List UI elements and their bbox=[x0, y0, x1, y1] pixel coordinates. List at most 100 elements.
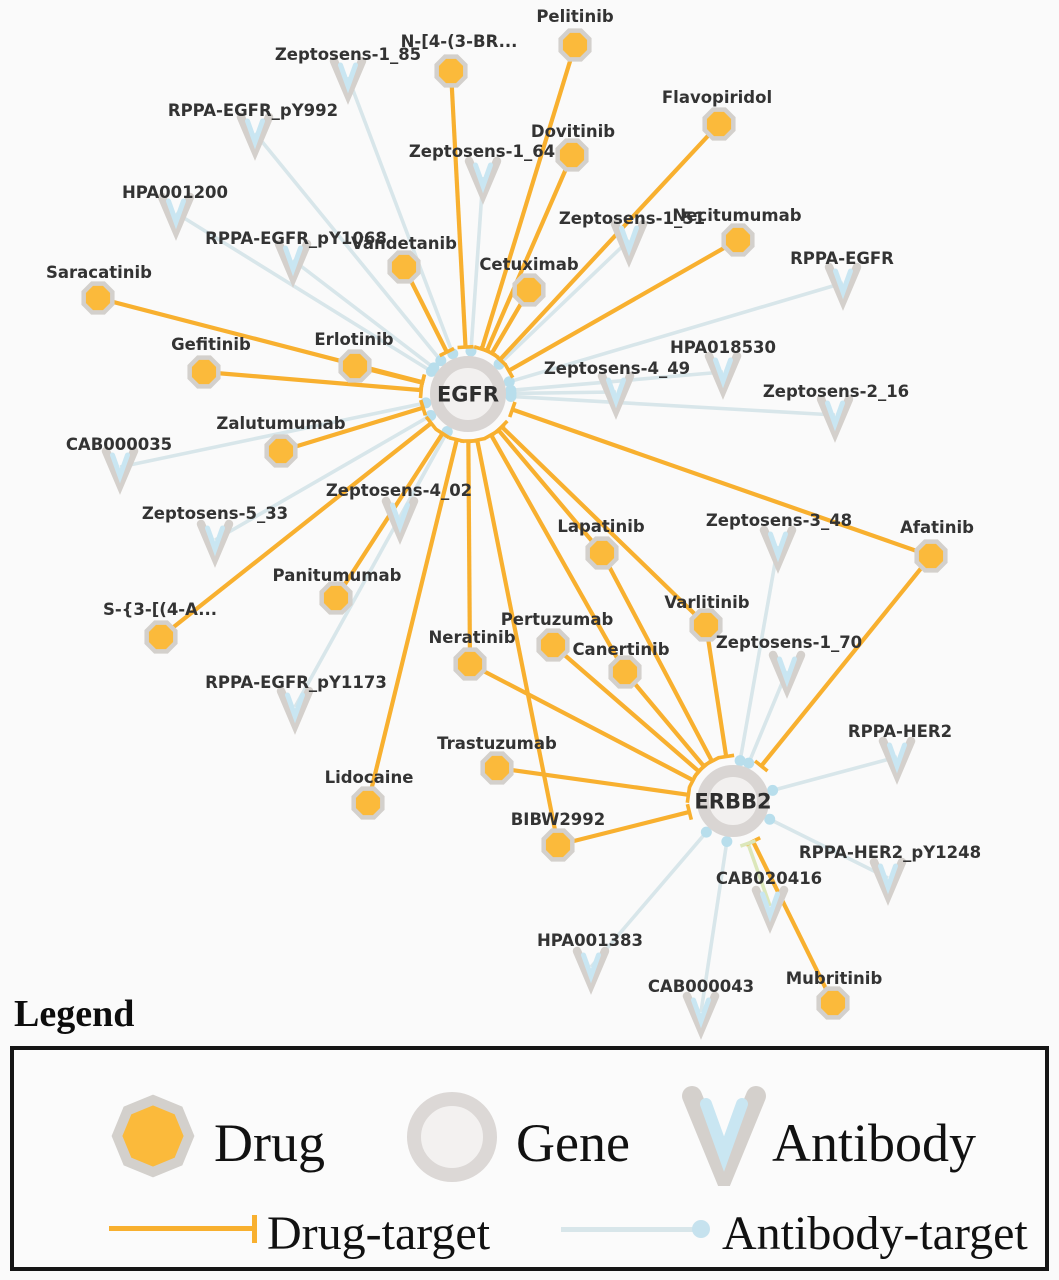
drug-node[interactable] bbox=[351, 786, 385, 820]
antibody-node-icon[interactable] bbox=[196, 519, 234, 568]
edge-tee-marker bbox=[717, 753, 735, 760]
drug-node[interactable] bbox=[434, 54, 468, 88]
antibody-node-icon[interactable] bbox=[751, 885, 789, 934]
antibody-node-label: Gefitinib bbox=[171, 335, 251, 354]
antibody-node-icon[interactable] bbox=[610, 219, 648, 268]
antibody-node-icon[interactable] bbox=[381, 496, 419, 545]
drug-node[interactable] bbox=[480, 751, 514, 785]
drug-node[interactable] bbox=[558, 28, 592, 62]
gene-node[interactable] bbox=[430, 356, 506, 432]
drug-target-edge bbox=[557, 809, 690, 848]
antibody-node-label: Zeptosens-4_02 bbox=[326, 481, 472, 500]
drug-node[interactable] bbox=[319, 581, 353, 615]
antibody-node-icon[interactable] bbox=[759, 525, 797, 574]
drug-node[interactable] bbox=[914, 539, 948, 573]
antibody-node-label: S-{3-[(4-A... bbox=[103, 600, 217, 619]
drug-node[interactable] bbox=[264, 434, 298, 468]
edge-tee-marker bbox=[494, 419, 509, 434]
antibody-target-edge bbox=[497, 238, 631, 366]
antibody-node-icon[interactable] bbox=[878, 736, 916, 785]
edge-tee-marker bbox=[483, 347, 500, 360]
edge-dot-marker bbox=[428, 362, 440, 374]
drug-node[interactable] bbox=[187, 355, 221, 389]
drug-target-edge bbox=[280, 405, 424, 454]
antibody-node-label: Flavopiridol bbox=[662, 88, 772, 107]
drug-target-legend-label: Drug-target bbox=[267, 1207, 491, 1260]
antibody-node-label: Lidocaine bbox=[325, 768, 414, 787]
antibody-node-label: Zeptosens-4_49 bbox=[544, 359, 690, 378]
gene-legend-label: Gene bbox=[516, 1113, 630, 1173]
antibody-target-edge bbox=[119, 401, 427, 469]
antibody-node-icon[interactable] bbox=[572, 946, 610, 995]
antibody-node-icon[interactable] bbox=[597, 371, 635, 420]
edge-dot-marker bbox=[767, 784, 779, 796]
drug-node[interactable] bbox=[512, 273, 546, 307]
drug-target-edge bbox=[475, 439, 561, 846]
antibody-node-icon[interactable] bbox=[101, 446, 139, 495]
edge-dot-marker bbox=[505, 390, 517, 402]
antibody-node-label: RPPA-EGFR_pY1068 bbox=[205, 229, 387, 248]
drug-node[interactable] bbox=[541, 828, 575, 862]
drug-node[interactable] bbox=[387, 250, 421, 284]
drug-node[interactable] bbox=[536, 628, 570, 662]
antibody-node-label: Pertuzumab bbox=[501, 610, 614, 629]
antibody-node-icon[interactable] bbox=[276, 686, 314, 735]
drug-target-edge bbox=[507, 238, 740, 373]
layer-edges bbox=[97, 44, 933, 1013]
antibody-node-label: RPPA-EGFR_pY1173 bbox=[205, 673, 387, 692]
drug-target-edge bbox=[365, 439, 459, 804]
antibody-node-label: RPPA-EGFR_pY992 bbox=[168, 101, 338, 120]
antibody-node-label: Zeptosens-2_16 bbox=[763, 382, 909, 401]
gene-legend-icon bbox=[407, 1092, 497, 1182]
edge-tee-marker bbox=[685, 786, 692, 803]
drug-node[interactable] bbox=[721, 223, 755, 257]
edge-dot-marker bbox=[721, 836, 733, 848]
antibody-node-icon[interactable] bbox=[329, 56, 367, 105]
antibody-node-icon[interactable] bbox=[704, 351, 742, 400]
antibody-node-label: HPA001200 bbox=[122, 183, 228, 202]
gene-node[interactable] bbox=[697, 765, 769, 837]
antibody-node-icon[interactable] bbox=[157, 192, 195, 241]
layer-nodes bbox=[81, 28, 948, 1040]
drug-node[interactable] bbox=[702, 107, 736, 141]
drug-node[interactable] bbox=[689, 608, 723, 642]
drug-node[interactable] bbox=[453, 647, 487, 681]
drug-legend-icon bbox=[111, 1094, 195, 1178]
antibody-node-icon[interactable] bbox=[824, 262, 862, 311]
antibody-node-icon[interactable] bbox=[274, 239, 312, 288]
edge-tee-marker bbox=[739, 839, 757, 848]
drug-target-edge bbox=[751, 840, 835, 1004]
antibody-node-label: Zeptosens-1_64 bbox=[409, 142, 555, 161]
antibody-node-label: BIBW2992 bbox=[511, 810, 606, 829]
antibody-node-label: Vandetanib bbox=[351, 234, 457, 253]
antibody-target-edge bbox=[253, 131, 443, 362]
drug-target-edge bbox=[203, 369, 422, 393]
antibody-node-icon[interactable] bbox=[869, 857, 907, 906]
antibody-target-edge bbox=[175, 211, 433, 373]
layer-markers bbox=[418, 344, 779, 848]
antibody-node-icon[interactable] bbox=[816, 394, 854, 443]
antibody-target-edge bbox=[589, 830, 708, 969]
drug-target-edge bbox=[600, 552, 714, 763]
legend-box: Drug Gene Antibody Drug-target Antibody-… bbox=[10, 1046, 1049, 1271]
antibody-node-icon[interactable] bbox=[768, 650, 806, 699]
antibody-target-edge bbox=[510, 370, 724, 393]
antibody-node-icon[interactable] bbox=[236, 112, 274, 161]
drug-node[interactable] bbox=[81, 281, 115, 315]
drug-node[interactable] bbox=[816, 986, 850, 1020]
drug-node[interactable] bbox=[608, 655, 642, 689]
gene-label: EGFR bbox=[437, 383, 499, 407]
antibody-node-label: Zeptosens-1_85 bbox=[275, 45, 421, 64]
antibody-node-icon[interactable] bbox=[682, 991, 720, 1040]
drug-legend-label: Drug bbox=[214, 1113, 325, 1173]
edge-tee-marker bbox=[483, 429, 499, 441]
antibody-node-icon[interactable] bbox=[464, 156, 502, 205]
drug-node[interactable] bbox=[338, 349, 372, 383]
drug-node[interactable] bbox=[585, 536, 619, 570]
edge-tee-marker bbox=[424, 415, 438, 431]
antibody-target-edge bbox=[469, 176, 485, 352]
drug-node[interactable] bbox=[555, 138, 589, 172]
drug-node[interactable] bbox=[144, 620, 178, 654]
antibody-target-edge bbox=[746, 842, 772, 907]
